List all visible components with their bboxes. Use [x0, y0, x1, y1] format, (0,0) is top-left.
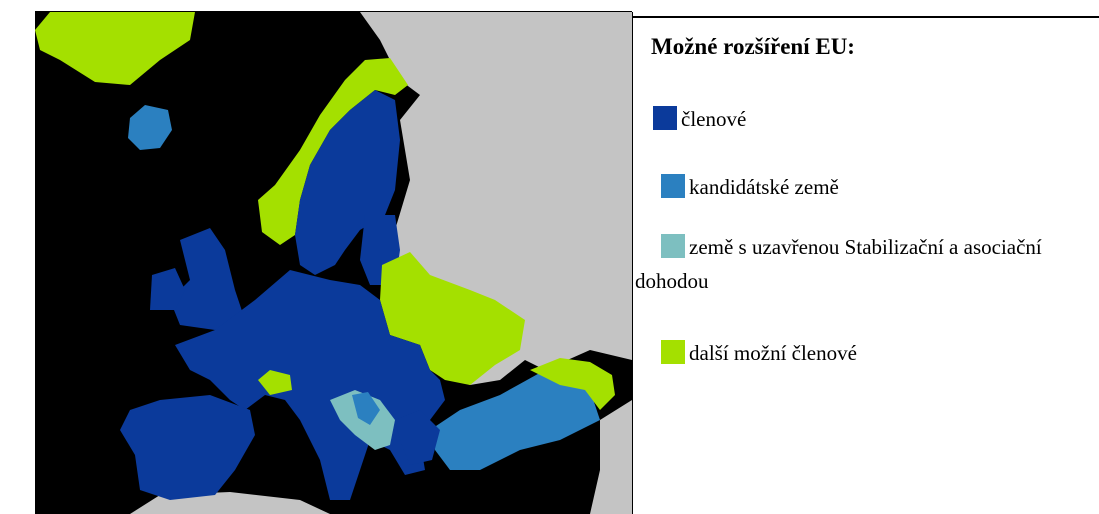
legend-label: kandidátské země — [689, 175, 839, 199]
legend-label: země s uzavřenou Stabilizační a asociačn… — [635, 235, 1042, 293]
ireland — [150, 268, 185, 310]
norway — [258, 58, 408, 245]
uk — [170, 228, 245, 330]
caucasus — [530, 358, 615, 410]
legend-swatch — [661, 174, 685, 198]
greenland — [35, 12, 195, 85]
legend-label: členové — [681, 107, 747, 131]
legend-item: země s uzavřenou Stabilizační a asociačn… — [635, 230, 1075, 298]
iberia — [120, 395, 255, 500]
serbia — [352, 392, 380, 425]
turkey — [430, 365, 600, 470]
middle-east — [590, 400, 632, 514]
map — [35, 11, 633, 514]
legend-item: další možní členové — [635, 336, 1075, 370]
iceland — [128, 105, 172, 150]
legend-item: kandidátské země — [635, 170, 1075, 204]
switzerland — [258, 370, 292, 395]
legend: Možné rozšíření EU: členové kandidátské z… — [633, 16, 1099, 514]
ukraine-belarus — [380, 252, 525, 385]
legend-item: členové — [635, 102, 1075, 136]
legend-title: Možné rozšíření EU: — [651, 34, 855, 59]
legend-swatch — [653, 106, 677, 130]
legend-swatch — [661, 340, 685, 364]
legend-label: další možní členové — [689, 341, 857, 365]
greece-bulgaria — [395, 410, 440, 465]
scandinavia — [295, 90, 400, 275]
legend-swatch — [661, 234, 685, 258]
